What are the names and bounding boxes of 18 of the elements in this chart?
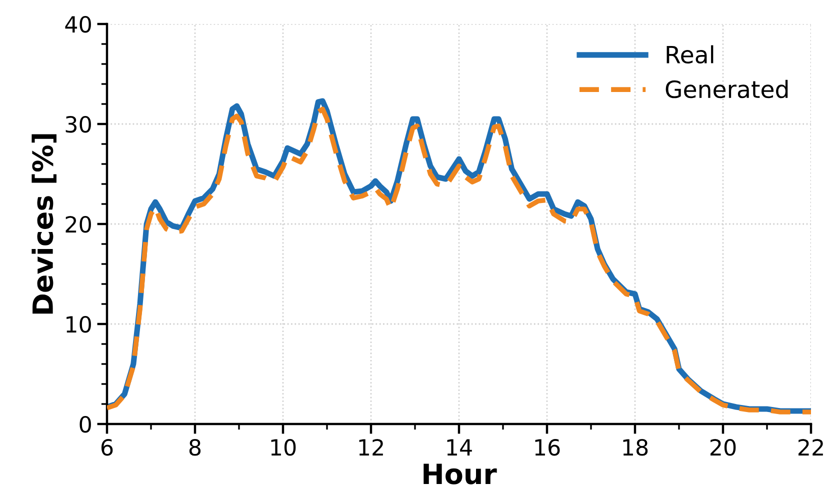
- legend-label: Generated: [666, 80, 788, 98]
- x-tick-label: 8: [189, 438, 201, 456]
- y-tick-label: 30: [66, 116, 91, 133]
- x-tick-label: 6: [101, 438, 113, 456]
- x-axis-title: Hour: [424, 464, 497, 484]
- x-tick-label: 18: [623, 438, 648, 456]
- y-axis-title: Devices [%]: [32, 134, 56, 314]
- y-tick-label: 0: [80, 416, 91, 433]
- y-tick-label: 20: [66, 216, 91, 233]
- x-tick-label: 22: [798, 438, 823, 456]
- x-tick-label: 16: [535, 438, 560, 456]
- x-tick-label: 20: [710, 438, 736, 456]
- y-tick-label: 40: [65, 16, 91, 33]
- x-tick-label: 14: [447, 439, 472, 456]
- y-tick-label: 10: [66, 316, 91, 333]
- legend-label: Real: [666, 45, 714, 64]
- x-tick-label: 12: [359, 438, 383, 456]
- x-tick-label: 10: [271, 438, 296, 456]
